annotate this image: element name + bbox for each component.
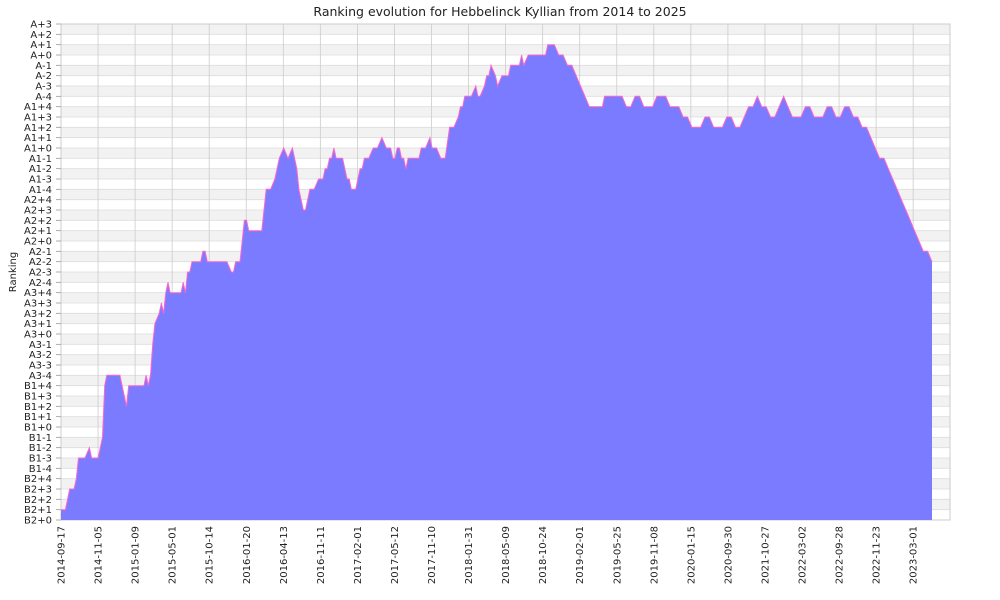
y-tick-label: B1+4 [24, 381, 52, 392]
y-tick-label: A1+3 [24, 113, 52, 124]
ranking-area [61, 44, 932, 520]
y-tick-label: B2+1 [24, 505, 52, 516]
y-tick-label: A1-1 [29, 154, 52, 165]
x-tick-label: 2019-11-08 [649, 526, 660, 584]
x-tick-label: 2017-05-12 [390, 526, 401, 584]
y-axis-label: Ranking [8, 252, 19, 292]
y-tick-label: A3+2 [24, 309, 52, 320]
y-tick-label: B2+4 [24, 474, 52, 485]
y-tick-labels: B2+0B2+1B2+2B2+3B2+4B1-4B1-3B1-2B1-1B1+0… [24, 20, 61, 527]
x-tick-label: 2016-11-11 [316, 526, 327, 584]
y-tick-label: B1+1 [24, 412, 52, 423]
y-tick-label: A3+4 [24, 288, 52, 299]
y-tick-label: A2+3 [24, 206, 52, 217]
y-tick-label: A3-2 [29, 350, 52, 361]
x-tick-label: 2020-01-15 [686, 526, 697, 584]
x-tick-label: 2015-10-14 [205, 526, 216, 584]
y-tick-label: A-3 [35, 82, 52, 93]
x-tick-label: 2018-01-31 [464, 526, 475, 584]
x-tick-labels: 2014-09-17 2014-11-05 2015-01-09 2015-05-01… [57, 526, 920, 584]
y-tick-label: B2+3 [24, 485, 52, 496]
x-tick-label: 2015-01-09 [131, 526, 142, 584]
y-tick-label: A3+1 [24, 319, 52, 330]
y-tick-label: A1+0 [24, 144, 52, 155]
y-tick-label: A3-1 [29, 340, 52, 351]
x-tick-label: 2017-11-10 [427, 526, 438, 584]
x-tick-label: 2019-05-25 [612, 526, 623, 584]
y-tick-label: A+0 [30, 51, 52, 62]
y-tick-label: B1-3 [29, 454, 52, 465]
y-tick-label: B1-1 [29, 433, 52, 444]
y-tick-label: A3+3 [24, 299, 52, 310]
y-tick-label: A2-4 [29, 278, 52, 289]
y-tick-label: B1-2 [29, 443, 52, 454]
x-tick-label: 2021-10-27 [760, 526, 771, 584]
y-tick-label: A2-2 [29, 257, 52, 268]
y-tick-label: B1+0 [24, 423, 52, 434]
y-tick-label: A2-1 [29, 247, 52, 258]
y-tick-label: A1+1 [24, 133, 52, 144]
y-tick-label: A2+0 [24, 237, 52, 248]
y-tick-label: A1+2 [24, 123, 52, 134]
x-tick-label: 2014-11-05 [94, 526, 105, 584]
x-tick-label: 2018-10-24 [538, 526, 549, 584]
chart-title: Ranking evolution for Hebbelinck Kyllian… [313, 4, 687, 19]
y-tick-label: A1-4 [29, 185, 52, 196]
ranking-line [61, 44, 933, 511]
x-tick-label: 2022-03-02 [798, 526, 809, 584]
y-tick-label: A+1 [30, 40, 52, 51]
y-tick-label: A2+4 [24, 195, 52, 206]
x-tick-label: 2015-05-01 [168, 526, 179, 584]
x-tick-label: 2018-05-09 [501, 526, 512, 584]
y-tick-label: A3-4 [29, 371, 52, 382]
x-tick-label: 2019-02-01 [575, 526, 586, 584]
x-tick-label: 2020-09-30 [723, 526, 734, 584]
y-tick-label: B1-4 [29, 464, 52, 475]
y-tick-label: B2+2 [24, 495, 52, 506]
y-tick-label: B2+0 [24, 516, 52, 527]
area-layer [61, 44, 933, 520]
y-tick-label: A1+4 [24, 102, 52, 113]
y-tick-label: A2+1 [24, 226, 52, 237]
x-tick-label: 2022-11-23 [872, 526, 883, 584]
y-tick-label: A-2 [35, 71, 52, 82]
y-tick-label: A2+2 [24, 216, 52, 227]
x-tick-label: 2014-09-17 [57, 526, 68, 584]
x-tick-label: 2022-09-28 [835, 526, 846, 584]
y-tick-label: A3-3 [29, 361, 52, 372]
y-tick-label: A1-2 [29, 164, 52, 175]
y-tick-label: B1+3 [24, 392, 52, 403]
x-tick-label: 2016-01-20 [242, 526, 253, 584]
x-tick-label: 2017-02-01 [353, 526, 364, 584]
x-tick-label: 2023-03-01 [909, 526, 920, 584]
y-tick-label: A-1 [35, 61, 52, 72]
y-tick-label: B1+2 [24, 402, 52, 413]
y-tick-label: A3+0 [24, 330, 52, 341]
y-tick-label: A2-3 [29, 268, 52, 279]
x-tick-label: 2016-04-13 [279, 526, 290, 584]
y-tick-label: A+3 [30, 20, 52, 31]
y-tick-label: A1-3 [29, 175, 52, 186]
y-tick-label: A-4 [35, 92, 52, 103]
y-tick-label: A+2 [30, 30, 52, 41]
